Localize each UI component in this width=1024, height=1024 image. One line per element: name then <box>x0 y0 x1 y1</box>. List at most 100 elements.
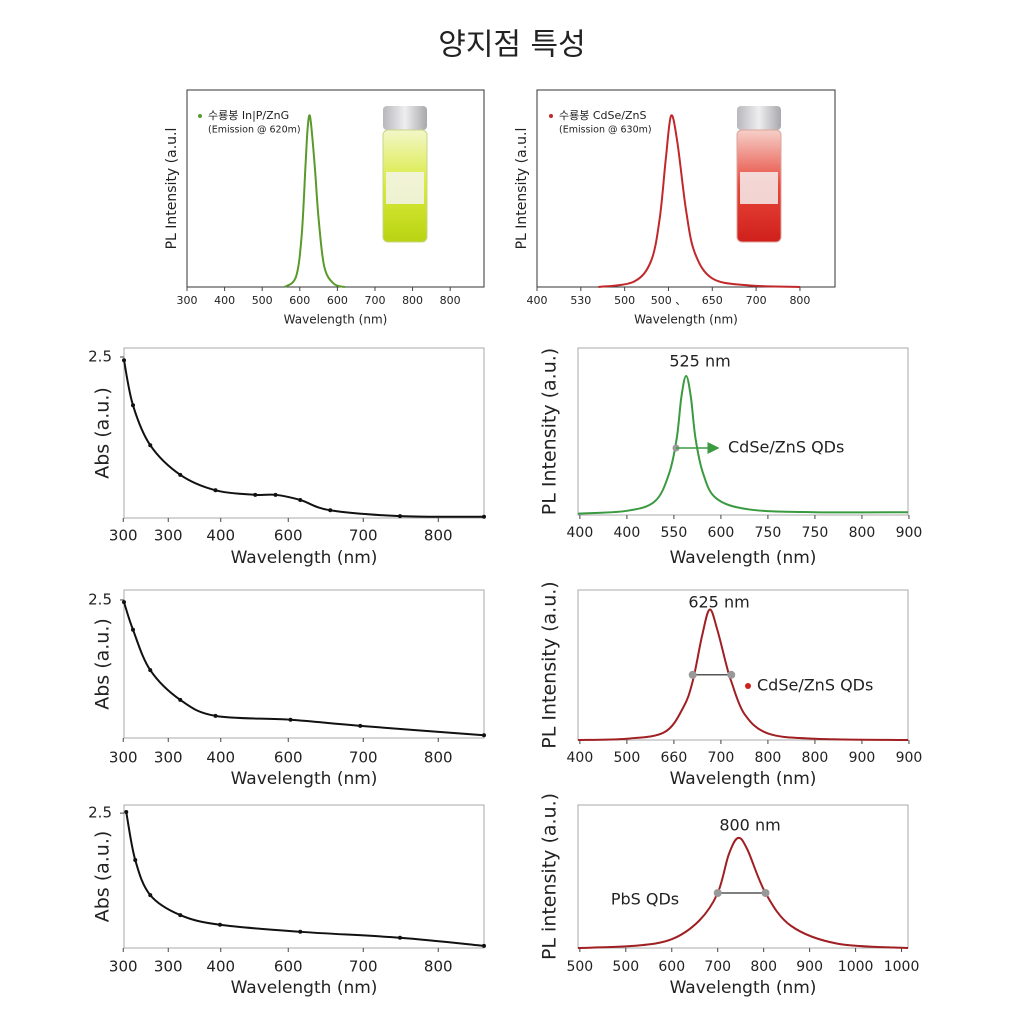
x-tick-label: 800 <box>424 749 453 767</box>
annotation: CdSe/ZnS QDs <box>757 676 873 695</box>
x-axis-label: Wavelength (nm) <box>634 313 738 327</box>
annotation: CdSe/ZnS QDs <box>728 438 844 457</box>
x-tick-label: 300 <box>109 749 138 767</box>
chart: 400 530 500 500 、 650 700 800 Wavelength (nm) PL… <box>514 89 836 327</box>
y-axis-label: PL intensity (a.u.) <box>539 793 561 960</box>
fwhm-point <box>727 670 736 679</box>
x-axis-label: Wavelength (nm) <box>231 978 378 998</box>
x-tick-label: 550 <box>661 525 688 541</box>
x-tick-label: 400 <box>206 527 235 545</box>
plot-frame <box>186 89 485 288</box>
x-tick-label: 700 <box>708 750 735 766</box>
data-line <box>577 608 909 741</box>
x-tick-label: 750 <box>755 525 782 541</box>
plot-frame <box>123 347 485 519</box>
x-tick-label: 500 <box>614 750 641 766</box>
data-line <box>577 374 909 515</box>
chart: 300 300 400 600 700 800 2.5 Wavelength (nm) Abs … <box>88 804 486 998</box>
x-tick-label: 700 <box>704 959 731 975</box>
data-line <box>284 114 346 288</box>
data-point <box>213 713 218 718</box>
x-tick-label: 530 <box>570 294 591 307</box>
x-tick-label: 800 <box>402 294 423 307</box>
plot-frame <box>536 89 836 288</box>
data-point <box>482 943 486 948</box>
chart: 300 300 400 600 700 800 2.5 Wavelength (nm) Abs … <box>88 589 486 789</box>
annotation: 800 nm <box>719 816 780 835</box>
x-tick-label: 900 <box>896 750 923 766</box>
x-tick-label: 300 <box>154 958 183 976</box>
data-point <box>148 443 153 448</box>
fwhm-point <box>688 670 697 679</box>
y-tick-label: 2.5 <box>88 590 112 608</box>
data-point <box>288 717 293 722</box>
x-tick-label: 750 <box>802 525 829 541</box>
y-tick-label: 2.5 <box>88 804 112 822</box>
data-point <box>358 723 363 728</box>
x-tick-label: 600 <box>327 294 348 307</box>
legend-label: (Emission @ 630m) <box>559 125 652 136</box>
x-tick-label: 300 <box>177 294 198 307</box>
data-point <box>328 508 333 513</box>
x-tick-label: 300 <box>154 749 183 767</box>
x-tick-label: 400 <box>206 958 235 976</box>
x-axis-label: Wavelength (nm) <box>670 978 817 998</box>
x-tick-label: 600 <box>274 749 303 767</box>
x-tick-label: 400 <box>567 525 594 541</box>
x-tick-label: 800 <box>755 750 782 766</box>
x-tick-label: 600 <box>289 294 310 307</box>
legend-label: (Emission @ 620m) <box>208 125 301 136</box>
x-axis-label: Wavelength (nm) <box>231 548 378 568</box>
plot-frame <box>123 589 485 739</box>
y-axis-label: PL Intensity (a.u.l <box>164 128 180 250</box>
data-point <box>213 488 218 493</box>
legend-dot <box>198 114 202 118</box>
x-axis-label: Wavelength (nm) <box>670 769 817 789</box>
data-point <box>131 403 135 408</box>
data-point <box>398 514 402 519</box>
data-line <box>123 601 485 737</box>
y-axis-label: Abs (a.u.) <box>92 831 114 923</box>
data-point <box>398 935 402 940</box>
chart: 400 500 660 700 800 800 900 900 Wavelength (nm) P… <box>539 581 923 789</box>
x-tick-label: 500 <box>612 959 639 975</box>
plot-frame <box>577 347 909 516</box>
x-tick-label: 500 <box>252 294 273 307</box>
x-tick-label: 600 <box>274 958 303 976</box>
data-point <box>124 810 129 815</box>
x-tick-label: 300 <box>109 527 138 545</box>
plot-frame <box>123 804 485 949</box>
data-point <box>122 600 126 605</box>
plot-frame <box>577 804 909 949</box>
data-point <box>133 858 138 863</box>
x-tick-label: 1000 <box>838 959 874 975</box>
x-tick-label: 800 <box>750 959 777 975</box>
x-axis-label: Wavelength (nm) <box>231 769 378 789</box>
vial-red <box>736 106 782 243</box>
data-line <box>125 811 485 947</box>
x-tick-label: 650 <box>702 294 723 307</box>
x-axis-label: Wavelength (nm) <box>670 548 817 568</box>
annotation: PbS QDs <box>611 890 679 909</box>
x-tick-label: 600 <box>708 525 735 541</box>
data-point <box>148 893 153 898</box>
data-line <box>123 360 485 518</box>
x-tick-label: 700 <box>349 749 378 767</box>
x-tick-label: 700 <box>349 958 378 976</box>
chart: 300 300 400 600 700 800 2.5 Wavelength (nm) Abs … <box>88 347 486 568</box>
x-tick-label: 800 <box>440 294 461 307</box>
x-tick-label: 700 <box>349 527 378 545</box>
y-tick-label: 2.5 <box>88 348 112 366</box>
y-axis-label: PL Intensity (a.u.) <box>539 581 561 748</box>
data-point <box>122 358 126 363</box>
x-tick-label: 500 <box>566 959 593 975</box>
x-tick-label: 700 <box>364 294 385 307</box>
x-tick-label: 660 <box>661 750 688 766</box>
fwhm-point <box>761 889 770 897</box>
chart: 400 400 550 600 750 750 800 900 Wavelength (nm) P… <box>539 347 922 568</box>
y-axis-label: Abs (a.u.) <box>92 387 114 479</box>
x-tick-label: 800 <box>849 525 876 541</box>
x-tick-label: 800 <box>424 958 453 976</box>
